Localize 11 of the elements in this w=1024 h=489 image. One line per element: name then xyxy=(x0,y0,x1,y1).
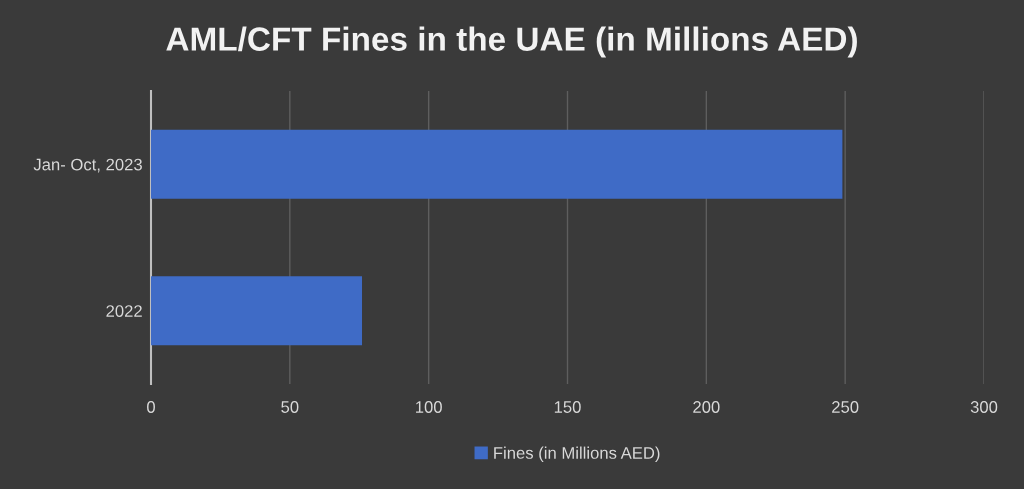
chart-title: AML/CFT Fines in the UAE (in Millions AED) xyxy=(166,26,857,58)
x-tick-label: 0 xyxy=(147,401,155,413)
x-tick-label: 100 xyxy=(416,401,442,413)
y-tick-label: 2022 xyxy=(106,305,142,317)
legend-label: Fines (in Millions AED) xyxy=(494,446,660,463)
x-tick-label: 50 xyxy=(281,401,299,413)
x-tick-label: 250 xyxy=(832,401,859,413)
x-tick-label: 200 xyxy=(693,401,720,413)
y-tick-label: Jan- Oct, 2023 xyxy=(33,158,142,173)
x-tick-label: 300 xyxy=(970,401,998,413)
x-tick-label: 150 xyxy=(554,401,581,413)
